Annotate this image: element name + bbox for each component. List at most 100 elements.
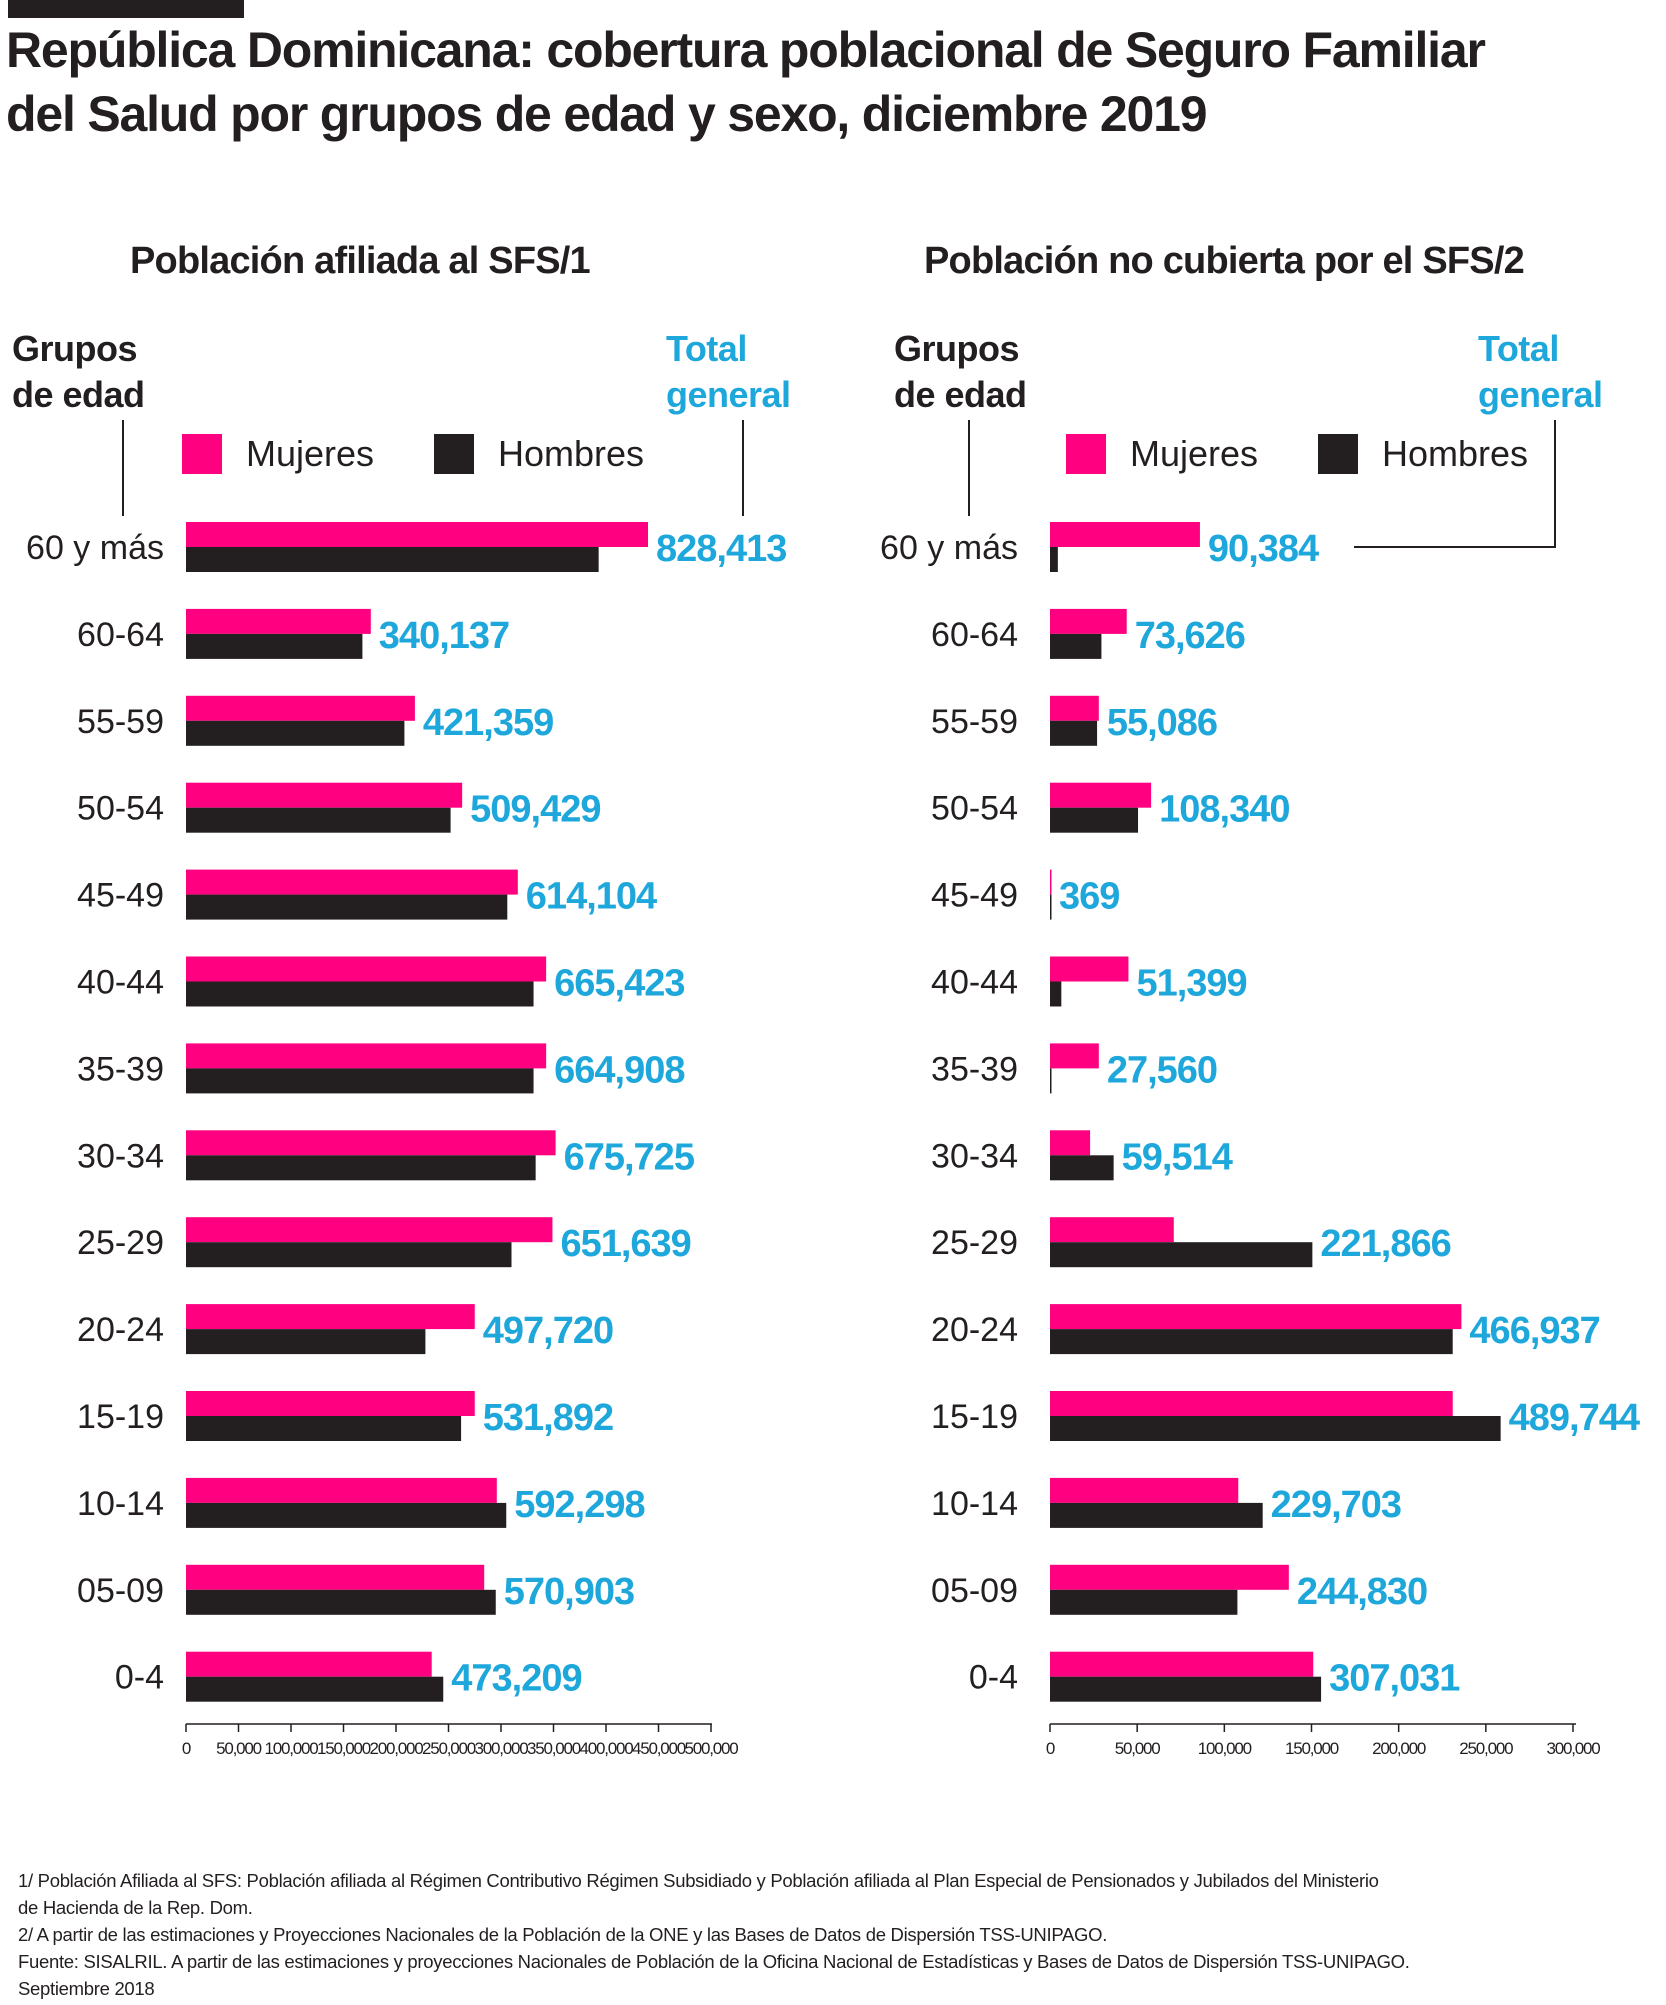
bar-mujeres-no-cubierta-9 [1050, 1304, 1462, 1330]
bar-mujeres-no-cubierta-5 [1050, 956, 1129, 982]
total-value-label-afiliada-9: 497,720 [483, 1310, 613, 1352]
title-accent-bar [8, 0, 244, 18]
category-label-no-cubierta-8: 25-29 [931, 1224, 1018, 1262]
legend-swatch-hombres-right [1318, 434, 1358, 474]
bar-mujeres-no-cubierta-3 [1050, 782, 1152, 808]
total-leader-line-left [742, 420, 744, 516]
total-value-label-afiliada-3: 509,429 [470, 789, 600, 831]
total-value-label-afiliada-12: 570,903 [504, 1571, 634, 1613]
bar-mujeres-afiliada-11 [186, 1477, 497, 1503]
legend-swatch-mujeres-left [182, 434, 222, 474]
category-label-no-cubierta-3: 50-54 [931, 790, 1018, 828]
bar-hombres-afiliada-12 [186, 1589, 496, 1615]
total-value-label-no-cubierta-9: 466,937 [1469, 1310, 1599, 1352]
bar-mujeres-afiliada-9 [186, 1304, 475, 1330]
x-tick-label-afiliada-7: 350,000 [527, 1739, 581, 1758]
bar-hombres-no-cubierta-5 [1050, 981, 1062, 1007]
bar-hombres-no-cubierta-1 [1050, 633, 1102, 659]
category-label-no-cubierta-1: 60-64 [931, 616, 1018, 654]
charts-canvas: 60 y más 828,413 60-64 340,137 55-59 421,359 5… [26, 522, 1641, 1758]
x-tick-label-afiliada-2: 100,000 [264, 1739, 318, 1758]
total-leader-line-right [1554, 420, 1556, 548]
bar-mujeres-no-cubierta-13 [1050, 1651, 1314, 1677]
legend-swatch-hombres-left [434, 434, 474, 474]
title-line-1: República Dominicana: cobertura poblacio… [6, 22, 1486, 78]
grupos-line-1: Grupos [894, 328, 1020, 369]
category-label-no-cubierta-2: 55-59 [931, 703, 1018, 741]
total-value-label-no-cubierta-5: 51,399 [1136, 963, 1246, 1005]
bar-mujeres-no-cubierta-12 [1050, 1564, 1289, 1590]
bar-mujeres-afiliada-13 [186, 1651, 432, 1677]
legend-label-mujeres-right: Mujeres [1130, 433, 1259, 474]
bar-hombres-afiliada-0 [186, 547, 599, 572]
grupos-label-left: Grupos de edad [12, 326, 145, 418]
bar-hombres-afiliada-4 [186, 894, 508, 920]
x-tick-label-afiliada-3: 150,000 [317, 1739, 371, 1758]
grupos-label-right: Grupos de edad [894, 326, 1027, 418]
bar-mujeres-no-cubierta-2 [1050, 695, 1099, 721]
grupos-leader-line-right [968, 420, 970, 516]
total-value-label-afiliada-4: 614,104 [526, 876, 657, 918]
bar-mujeres-no-cubierta-1 [1050, 608, 1127, 634]
category-label-afiliada-2: 55-59 [77, 703, 164, 741]
bar-hombres-no-cubierta-4 [1050, 894, 1052, 920]
grupos-line-1: Grupos [12, 328, 138, 369]
bar-mujeres-no-cubierta-4 [1050, 869, 1052, 895]
bar-mujeres-afiliada-0 [186, 522, 648, 547]
bar-hombres-afiliada-1 [186, 633, 363, 659]
total-value-label-afiliada-7: 675,725 [564, 1136, 695, 1178]
bar-mujeres-afiliada-7 [186, 1130, 556, 1156]
bar-hombres-no-cubierta-2 [1050, 720, 1098, 746]
total-value-label-afiliada-11: 592,298 [514, 1484, 644, 1526]
bar-hombres-afiliada-8 [186, 1242, 512, 1268]
category-label-afiliada-1: 60-64 [77, 616, 164, 654]
panel-title-afiliada: Población afiliada al SFS/1 [130, 240, 591, 282]
total-value-label-no-cubierta-1: 73,626 [1135, 615, 1245, 657]
x-tick-label-no-cubierta-5: 250,000 [1459, 1739, 1513, 1758]
category-label-afiliada-0: 60 y más [26, 529, 164, 567]
bar-mujeres-no-cubierta-0 [1050, 522, 1200, 547]
total-line-1: Total [1478, 328, 1559, 369]
bar-hombres-no-cubierta-11 [1050, 1502, 1263, 1528]
category-label-afiliada-6: 35-39 [77, 1050, 164, 1088]
x-tick-label-no-cubierta-4: 200,000 [1372, 1739, 1426, 1758]
bar-hombres-afiliada-10 [186, 1416, 462, 1441]
total-value-label-no-cubierta-7: 59,514 [1122, 1136, 1233, 1178]
bar-mujeres-afiliada-3 [186, 782, 463, 808]
bar-hombres-no-cubierta-10 [1050, 1416, 1501, 1441]
total-value-label-afiliada-0: 828,413 [656, 528, 786, 570]
total-value-label-no-cubierta-12: 244,830 [1297, 1571, 1427, 1613]
category-label-no-cubierta-4: 45-49 [931, 877, 1018, 915]
bar-hombres-afiliada-13 [186, 1676, 444, 1702]
panel-title-no-cubierta: Población no cubierta por el SFS/2 [924, 240, 1525, 282]
total-value-label-no-cubierta-13: 307,031 [1329, 1658, 1460, 1700]
grupos-line-2: de edad [894, 374, 1027, 415]
x-tick-label-no-cubierta-6: 300,000 [1546, 1739, 1600, 1758]
x-tick-label-no-cubierta-3: 150,000 [1285, 1739, 1339, 1758]
category-label-no-cubierta-12: 05-09 [931, 1572, 1018, 1610]
total-line-2: general [666, 374, 791, 415]
total-value-label-no-cubierta-4: 369 [1059, 876, 1119, 918]
bar-mujeres-no-cubierta-7 [1050, 1130, 1091, 1156]
bar-hombres-no-cubierta-12 [1050, 1589, 1238, 1615]
bar-mujeres-afiliada-12 [186, 1564, 485, 1590]
bar-mujeres-afiliada-1 [186, 608, 371, 634]
x-tick-label-afiliada-4: 200,000 [369, 1739, 423, 1758]
bar-mujeres-no-cubierta-11 [1050, 1477, 1239, 1503]
category-label-afiliada-13: 0-4 [115, 1659, 164, 1697]
x-tick-label-no-cubierta-1: 50,000 [1115, 1739, 1161, 1758]
legend-label-hombres-left: Hombres [498, 433, 645, 474]
bar-mujeres-afiliada-10 [186, 1391, 475, 1416]
total-value-label-afiliada-10: 531,892 [483, 1397, 613, 1439]
bar-hombres-afiliada-7 [186, 1155, 536, 1181]
bar-hombres-afiliada-11 [186, 1502, 507, 1528]
total-value-label-no-cubierta-8: 221,866 [1320, 1223, 1450, 1265]
bar-hombres-no-cubierta-6 [1050, 1068, 1052, 1094]
total-value-label-afiliada-8: 651,639 [560, 1223, 690, 1265]
x-tick-label-afiliada-8: 400,000 [579, 1739, 633, 1758]
total-value-label-no-cubierta-3: 108,340 [1159, 789, 1289, 831]
footnote-1: 1/ Población Afiliada al SFS: Población … [18, 1870, 1379, 1891]
bar-mujeres-afiliada-2 [186, 695, 415, 721]
footnotes: 1/ Población Afiliada al SFS: Población … [18, 1867, 1638, 2002]
total-leader-connector-right [1354, 546, 1556, 548]
